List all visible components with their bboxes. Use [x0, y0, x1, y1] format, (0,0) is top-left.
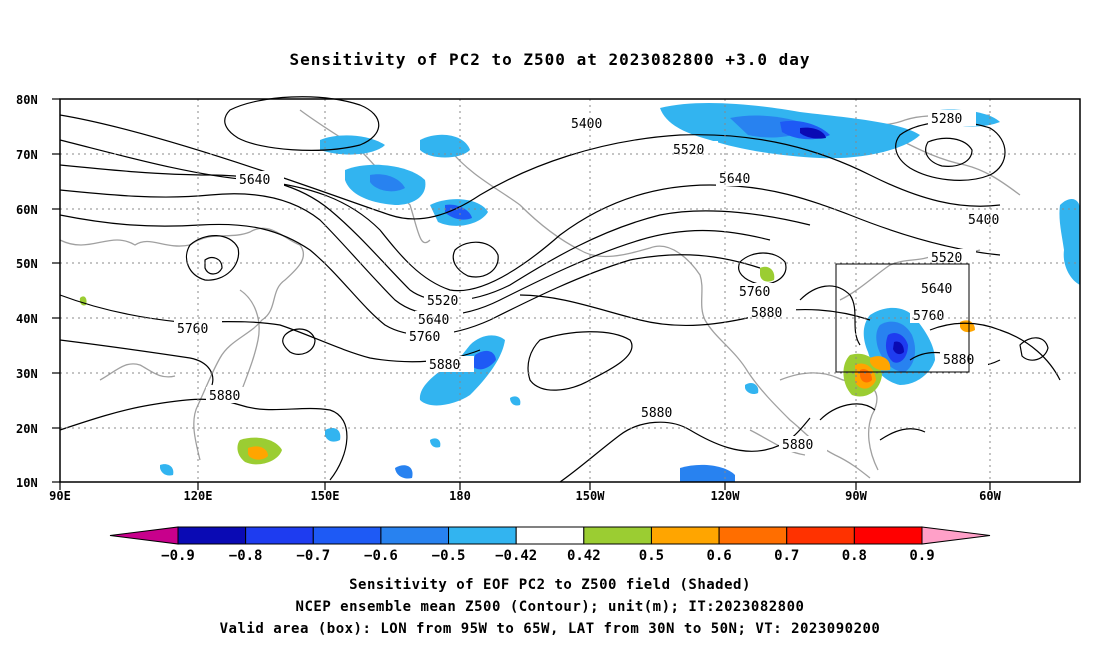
- contour-label: 5400: [571, 117, 602, 132]
- tick-marks: [52, 98, 991, 490]
- lat-label: 50N: [16, 257, 38, 271]
- colorbar-label: −0.42: [495, 548, 537, 564]
- z500-contours: [59, 96, 1061, 483]
- lon-label: 120W: [711, 489, 741, 503]
- colorbar-box: [380, 526, 450, 545]
- contour-label: 5640: [719, 172, 750, 187]
- contour-label: 5400: [968, 213, 999, 228]
- contour-label: 5520: [673, 143, 704, 158]
- colorbar-label: 0.5: [639, 548, 664, 564]
- contour-label: 5880: [782, 438, 813, 453]
- caption-contour: NCEP ensemble mean Z500 (Contour); unit(…: [295, 599, 805, 615]
- colorbar-box: [448, 526, 517, 545]
- colorbar-box: [177, 526, 247, 545]
- lat-label: 60N: [16, 203, 38, 217]
- colorbar-box: [853, 526, 923, 545]
- map-frame: [59, 98, 1081, 483]
- contour-label: 5280: [931, 112, 962, 127]
- contour-label: 5880: [209, 389, 240, 404]
- colorbar-box: [650, 526, 720, 545]
- lat-label: 70N: [16, 148, 38, 162]
- lon-label: 90E: [49, 489, 71, 503]
- colorbar-label: 0.8: [842, 548, 867, 564]
- colorbar-label: −0.9: [161, 548, 195, 564]
- lon-label: 60W: [979, 489, 1001, 503]
- contour-label: 5880: [641, 406, 672, 421]
- colorbar-label: −0.8: [229, 548, 263, 564]
- colorbar-high-extension: [921, 526, 991, 545]
- colorbar-label: 0.42: [567, 548, 601, 564]
- captions: Sensitivity of EOF PC2 to Z500 field (Sh…: [0, 574, 1100, 640]
- colorbar-box: [786, 526, 855, 545]
- colorbar-label: −0.6: [364, 548, 398, 564]
- lon-label: 150W: [576, 489, 606, 503]
- lat-label: 30N: [16, 367, 38, 381]
- colorbar-box: [583, 526, 652, 545]
- contour-label: 5760: [177, 322, 208, 337]
- map-title: Sensitivity of PC2 to Z500 at 2023082800…: [289, 50, 811, 69]
- lat-label: 20N: [16, 422, 38, 436]
- colorbar-box: [312, 526, 382, 545]
- lon-label: 180: [449, 489, 471, 503]
- colorbar-box: [718, 526, 788, 545]
- lon-label: 150E: [311, 489, 340, 503]
- colorbar-box: [515, 526, 585, 545]
- contour-labels: 5400 5520 5640 5280 5400 5520 5640 5760 …: [174, 110, 1013, 453]
- contour-label: 5760: [739, 285, 770, 300]
- colorbar-label: 0.6: [706, 548, 731, 564]
- grid-lines: [60, 99, 1080, 482]
- lat-label: 80N: [16, 93, 38, 107]
- contour-label: 5640: [921, 282, 952, 297]
- colorbar-label: −0.5: [432, 548, 466, 564]
- colorbar-label: 0.7: [774, 548, 799, 564]
- colorbar: [109, 526, 991, 545]
- longitude-labels: 90E 120E 150E 180 150W 120W 90W 60W: [49, 489, 1001, 503]
- caption-shading: Sensitivity of EOF PC2 to Z500 field (Sh…: [349, 577, 751, 593]
- contour-label: 5640: [239, 173, 270, 188]
- lat-label: 40N: [16, 312, 38, 326]
- contour-label: 5880: [429, 358, 460, 373]
- colorbar-box: [245, 526, 314, 545]
- colorbar-label: −0.7: [296, 548, 330, 564]
- lon-label: 90W: [845, 489, 867, 503]
- colorbar-labels: −0.9 −0.8 −0.7 −0.6 −0.5 −0.42 0.42 0.5 0.6 0.7 0.…: [161, 548, 935, 564]
- contour-label: 5760: [409, 330, 440, 345]
- contour-label: 5640: [418, 313, 449, 328]
- caption-valid-area: Valid area (box): LON from 95W to 65W, L…: [219, 621, 881, 637]
- lat-label: 10N: [16, 476, 38, 490]
- contour-label: 5520: [427, 294, 458, 309]
- colorbar-low-extension: [109, 526, 179, 545]
- contour-label: 5880: [943, 353, 974, 368]
- lon-label: 120E: [184, 489, 213, 503]
- contour-label: 5520: [931, 251, 962, 266]
- contour-label: 5760: [913, 309, 944, 324]
- colorbar-label: 0.9: [909, 548, 934, 564]
- latitude-labels: 80N 70N 60N 50N 40N 30N 20N 10N: [16, 93, 38, 490]
- contour-label: 5880: [751, 306, 782, 321]
